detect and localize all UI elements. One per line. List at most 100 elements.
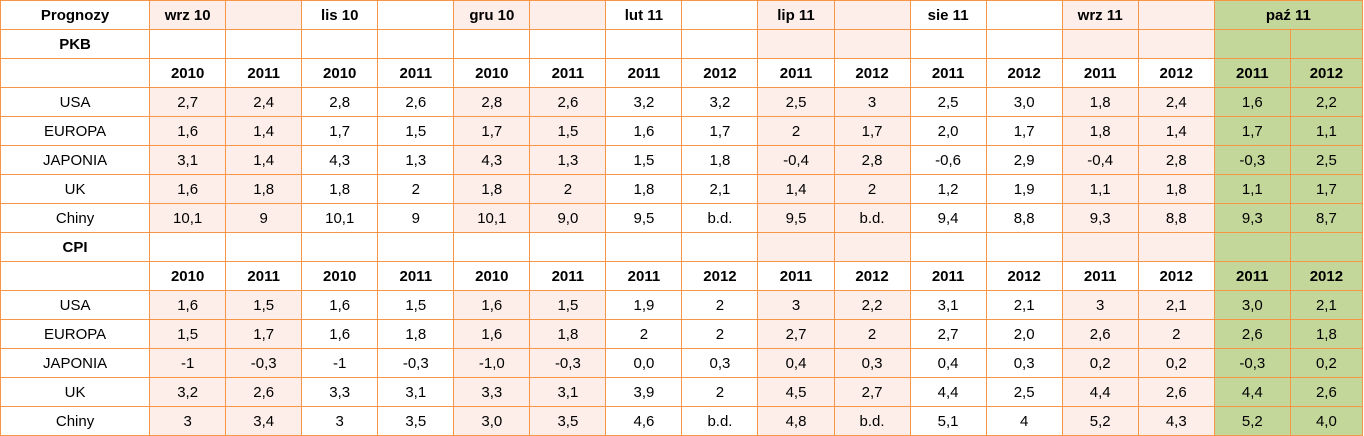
value-cell: 3,5 bbox=[377, 406, 455, 436]
value-cell: 1,5 bbox=[225, 290, 303, 320]
value-cell: 4 bbox=[985, 406, 1063, 436]
value-cell: b.d. bbox=[681, 203, 759, 233]
value-cell: 1,1 bbox=[1289, 116, 1364, 146]
value-cell: 0,3 bbox=[985, 348, 1063, 378]
value-cell: 2,7 bbox=[909, 319, 987, 349]
value-cell: 2 bbox=[833, 174, 911, 204]
empty-cell bbox=[149, 232, 227, 262]
value-cell: 4,0 bbox=[1289, 406, 1364, 436]
value-cell: 0,4 bbox=[909, 348, 987, 378]
section-title: CPI bbox=[0, 232, 151, 262]
value-cell: 2,5 bbox=[985, 377, 1063, 407]
value-cell: 1,9 bbox=[985, 174, 1063, 204]
year-header: 2010 bbox=[301, 261, 379, 291]
empty-cell bbox=[301, 29, 379, 59]
value-cell: 3,1 bbox=[909, 290, 987, 320]
year-header: 2011 bbox=[377, 261, 455, 291]
empty-cell bbox=[1061, 232, 1139, 262]
empty-cell bbox=[1061, 29, 1139, 59]
period-header: lut 11 bbox=[605, 0, 683, 30]
value-cell: 1,6 bbox=[301, 290, 379, 320]
value-cell: 9,3 bbox=[1061, 203, 1139, 233]
value-cell: -0,4 bbox=[1061, 145, 1139, 175]
value-cell: 1,7 bbox=[225, 319, 303, 349]
empty-cell bbox=[1137, 232, 1215, 262]
value-cell: 1,7 bbox=[833, 116, 911, 146]
value-cell: -0,3 bbox=[225, 348, 303, 378]
value-cell: 2,6 bbox=[377, 87, 455, 117]
value-cell: 1,3 bbox=[529, 145, 607, 175]
row-label: UK bbox=[0, 377, 151, 407]
value-cell: -0,3 bbox=[1213, 348, 1291, 378]
table-row: Chiny 10,1 9 10,1 9 10,1 9,0 9,5 b.d. 9,5 b.d. 9,4 8… bbox=[0, 203, 1364, 233]
value-cell: 3 bbox=[1061, 290, 1139, 320]
value-cell: 2,6 bbox=[1213, 319, 1291, 349]
value-cell: -1,0 bbox=[453, 348, 531, 378]
table-row: JAPONIA -1 -0,3 -1 -0,3 -1,0 -0,3 0,0 0,3 0,4 0,3 0… bbox=[0, 348, 1364, 378]
value-cell: 9 bbox=[377, 203, 455, 233]
value-cell: 2,6 bbox=[1289, 377, 1364, 407]
year-header: 2010 bbox=[149, 58, 227, 88]
value-cell: 2,7 bbox=[833, 377, 911, 407]
period-header-filler bbox=[529, 0, 607, 30]
value-cell: -0,3 bbox=[1213, 145, 1291, 175]
value-cell: 1,5 bbox=[605, 145, 683, 175]
period-header-filler bbox=[681, 0, 759, 30]
value-cell: 0,3 bbox=[681, 348, 759, 378]
row-label: Chiny bbox=[0, 406, 151, 436]
value-cell: 2 bbox=[377, 174, 455, 204]
value-cell: 2,8 bbox=[1137, 145, 1215, 175]
corner-header: Prognozy bbox=[0, 0, 151, 30]
value-cell: -0,3 bbox=[377, 348, 455, 378]
value-cell: 2 bbox=[681, 377, 759, 407]
empty-cell bbox=[985, 232, 1063, 262]
value-cell: -0,6 bbox=[909, 145, 987, 175]
empty-cell bbox=[681, 232, 759, 262]
empty-cell bbox=[833, 232, 911, 262]
value-cell: 8,7 bbox=[1289, 203, 1364, 233]
empty-cell bbox=[909, 29, 987, 59]
value-cell: 2,8 bbox=[453, 87, 531, 117]
value-cell: 3,3 bbox=[301, 377, 379, 407]
empty-cell bbox=[1213, 232, 1291, 262]
value-cell: 2,9 bbox=[985, 145, 1063, 175]
value-cell: 9,5 bbox=[757, 203, 835, 233]
value-cell: 3,5 bbox=[529, 406, 607, 436]
value-cell: 1,8 bbox=[225, 174, 303, 204]
value-cell: 1,7 bbox=[453, 116, 531, 146]
value-cell: 1,6 bbox=[301, 319, 379, 349]
year-header: 2010 bbox=[149, 261, 227, 291]
value-cell: 1,4 bbox=[225, 145, 303, 175]
value-cell: 1,7 bbox=[681, 116, 759, 146]
value-cell: 0,2 bbox=[1137, 348, 1215, 378]
value-cell: 1,7 bbox=[301, 116, 379, 146]
value-cell: 10,1 bbox=[301, 203, 379, 233]
row-label: EUROPA bbox=[0, 319, 151, 349]
value-cell: 1,5 bbox=[149, 319, 227, 349]
empty-cell bbox=[757, 232, 835, 262]
value-cell: 1,8 bbox=[1061, 87, 1139, 117]
period-header: gru 10 bbox=[453, 0, 531, 30]
value-cell: 0,2 bbox=[1289, 348, 1364, 378]
value-cell: 0,0 bbox=[605, 348, 683, 378]
value-cell: 2,5 bbox=[1289, 145, 1364, 175]
period-header: lis 10 bbox=[301, 0, 379, 30]
empty-cell bbox=[453, 232, 531, 262]
year-header: 2012 bbox=[833, 58, 911, 88]
value-cell: 3,2 bbox=[605, 87, 683, 117]
period-header: lip 11 bbox=[757, 0, 835, 30]
value-cell: 5,1 bbox=[909, 406, 987, 436]
value-cell: 1,1 bbox=[1061, 174, 1139, 204]
value-cell: -1 bbox=[149, 348, 227, 378]
value-cell: 1,8 bbox=[453, 174, 531, 204]
period-header-filler bbox=[833, 0, 911, 30]
value-cell: 3 bbox=[301, 406, 379, 436]
section-title: PKB bbox=[0, 29, 151, 59]
value-cell: 2,8 bbox=[833, 145, 911, 175]
value-cell: 1,7 bbox=[1213, 116, 1291, 146]
value-cell: 1,8 bbox=[1061, 116, 1139, 146]
value-cell: 3,2 bbox=[681, 87, 759, 117]
value-cell: 2,6 bbox=[225, 377, 303, 407]
empty-cell bbox=[0, 261, 151, 291]
empty-cell bbox=[605, 29, 683, 59]
